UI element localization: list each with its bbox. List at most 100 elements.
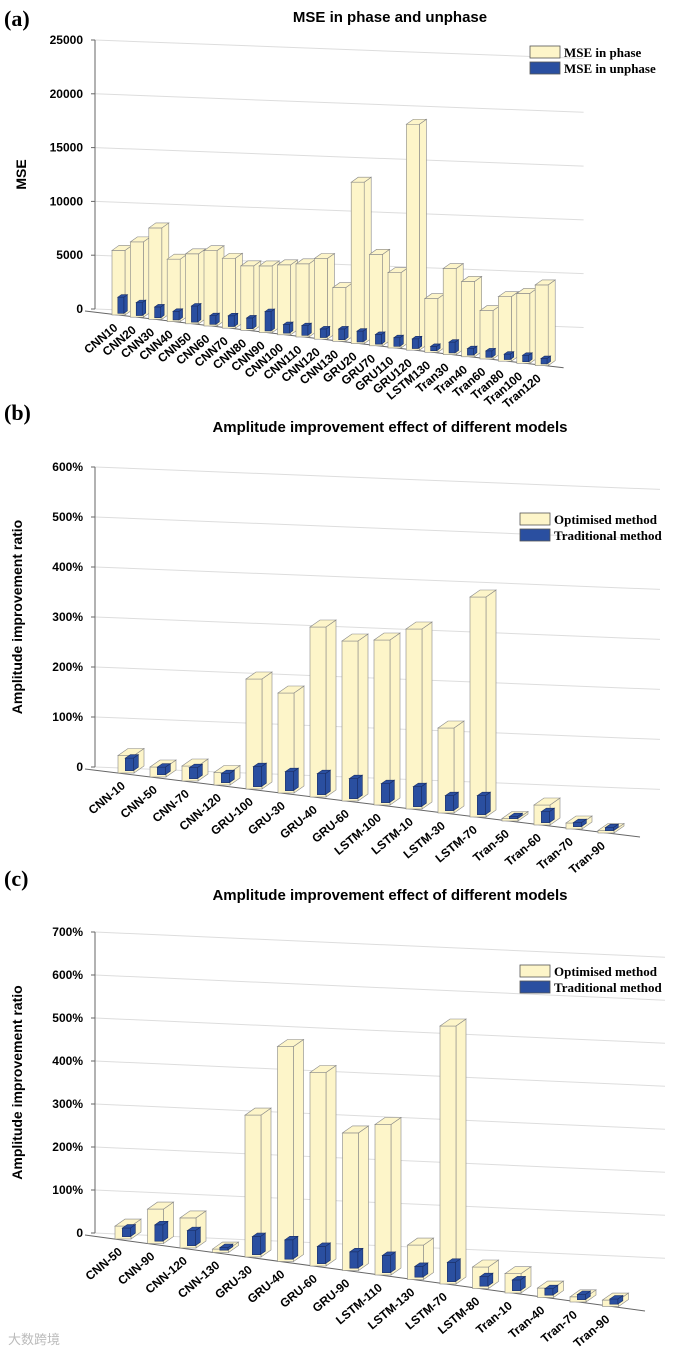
bar-unphase-top: [208, 312, 221, 317]
bar-unphase-side: [270, 308, 275, 332]
gridline: [94, 974, 666, 1001]
bar-unphase-top: [116, 294, 129, 298]
bar-traditional: [219, 1247, 229, 1251]
bar-traditional: [157, 766, 166, 775]
bar-unphase: [209, 315, 217, 325]
bar-optimised-top: [341, 1125, 370, 1134]
bar-phase-side: [547, 279, 556, 367]
bar-traditional-top: [186, 1226, 202, 1231]
bar-unphase: [227, 315, 235, 327]
bar-traditional-top: [124, 754, 140, 759]
y-tick-label: 100%: [52, 710, 83, 724]
bar-traditional-side: [357, 774, 363, 800]
bar-traditional-top: [380, 779, 396, 784]
bar-unphase: [540, 358, 548, 365]
bar-traditional: [317, 773, 326, 795]
legend-label: MSE in phase: [564, 45, 642, 60]
bar-optimised-top: [309, 1065, 337, 1073]
y-tick-label: 0: [76, 760, 83, 774]
bar-unphase: [301, 325, 309, 336]
x-axis: [84, 768, 641, 838]
bar-unphase: [191, 305, 198, 323]
bar-traditional: [447, 1262, 456, 1282]
y-tick-label: 400%: [52, 560, 83, 574]
bar-optimised-top: [341, 633, 369, 642]
bar-traditional-top: [316, 769, 332, 774]
bar-traditional: [285, 771, 294, 791]
bar-traditional-top: [156, 763, 172, 768]
bar-unphase-top: [153, 304, 166, 308]
legend-swatch: [519, 512, 551, 526]
bar-unphase-top: [227, 312, 239, 317]
legend-swatch: [529, 45, 561, 59]
watermark: 大数跨境: [8, 1332, 60, 1347]
bar-traditional-top: [608, 1295, 624, 1300]
bar-unphase: [319, 328, 327, 338]
bar-traditional: [252, 1236, 261, 1255]
bar-optimised-top: [277, 685, 305, 694]
bar-traditional-top: [188, 763, 204, 768]
gridline: [94, 566, 661, 590]
bar-optimised-side: [421, 621, 433, 810]
bar-phase-top: [203, 245, 225, 251]
bar-unphase: [117, 296, 125, 314]
x-axis: [84, 1234, 646, 1312]
bar-unphase-top: [282, 321, 294, 325]
bar-traditional-top: [444, 791, 460, 796]
legend-label: Traditional method: [554, 528, 663, 543]
chart-title: Amplitude improvement effect of differen…: [212, 887, 567, 904]
y-tick-label: 5000: [56, 248, 83, 262]
y-tick-label: 0: [76, 302, 83, 316]
bar-traditional: [477, 795, 486, 815]
legend-label: Traditional method: [554, 980, 663, 995]
bar-unphase-top: [466, 345, 478, 349]
y-axis-label: Amplitude improvement ratio: [9, 520, 25, 714]
bar-traditional-top: [381, 1251, 397, 1256]
bar-unphase: [246, 317, 253, 330]
bar-traditional-top: [413, 1262, 429, 1267]
bar-traditional-top: [508, 812, 524, 817]
y-tick-label: 200%: [52, 1140, 83, 1154]
bar-phase-top: [350, 176, 373, 183]
legend-label: Optimised method: [554, 512, 658, 527]
chart-title: MSE in phase and unphase: [293, 9, 487, 26]
bar-phase-top: [184, 248, 207, 255]
bar-traditional-top: [220, 769, 236, 774]
bar-traditional: [253, 766, 262, 787]
bar-optimised-top: [374, 1117, 402, 1125]
bar-optimised: [405, 628, 423, 810]
bar-traditional: [609, 1298, 619, 1305]
bar-phase-top: [221, 252, 244, 259]
bar-unphase: [356, 330, 364, 343]
bar-unphase-top: [484, 348, 497, 352]
y-tick-label: 600%: [52, 460, 83, 474]
bar-unphase: [172, 311, 180, 321]
bar-unphase-top: [337, 326, 350, 330]
bar-phase: [534, 284, 549, 366]
bar-traditional-top: [572, 818, 588, 823]
bar-unphase-top: [503, 351, 515, 355]
bar-optimised: [277, 1046, 294, 1262]
bar-traditional: [382, 1255, 391, 1273]
y-tick-label: 500%: [52, 1011, 83, 1025]
bar-optimised-top: [533, 797, 561, 806]
bar-unphase-top: [540, 355, 552, 359]
y-tick-label: 15000: [50, 141, 84, 155]
gridline: [94, 1060, 666, 1087]
bar-optimised-top: [179, 1210, 207, 1219]
bar-optimised-top: [245, 671, 273, 680]
bar-unphase: [375, 334, 382, 345]
bar-traditional: [122, 1227, 131, 1237]
bar-phase-top: [460, 276, 483, 282]
bar-optimised-side: [325, 1064, 337, 1267]
bar-optimised-top: [471, 1259, 500, 1268]
bar-unphase-top: [392, 334, 405, 339]
bar-unphase: [467, 348, 474, 356]
y-tick-label: 10000: [50, 194, 84, 208]
bar-unphase: [448, 341, 456, 354]
bar-traditional-side: [421, 782, 427, 808]
bar-unphase-top: [448, 339, 460, 343]
bar-unphase: [338, 328, 345, 341]
bar-unphase-top: [300, 322, 313, 326]
bar-optimised-top: [405, 621, 433, 630]
